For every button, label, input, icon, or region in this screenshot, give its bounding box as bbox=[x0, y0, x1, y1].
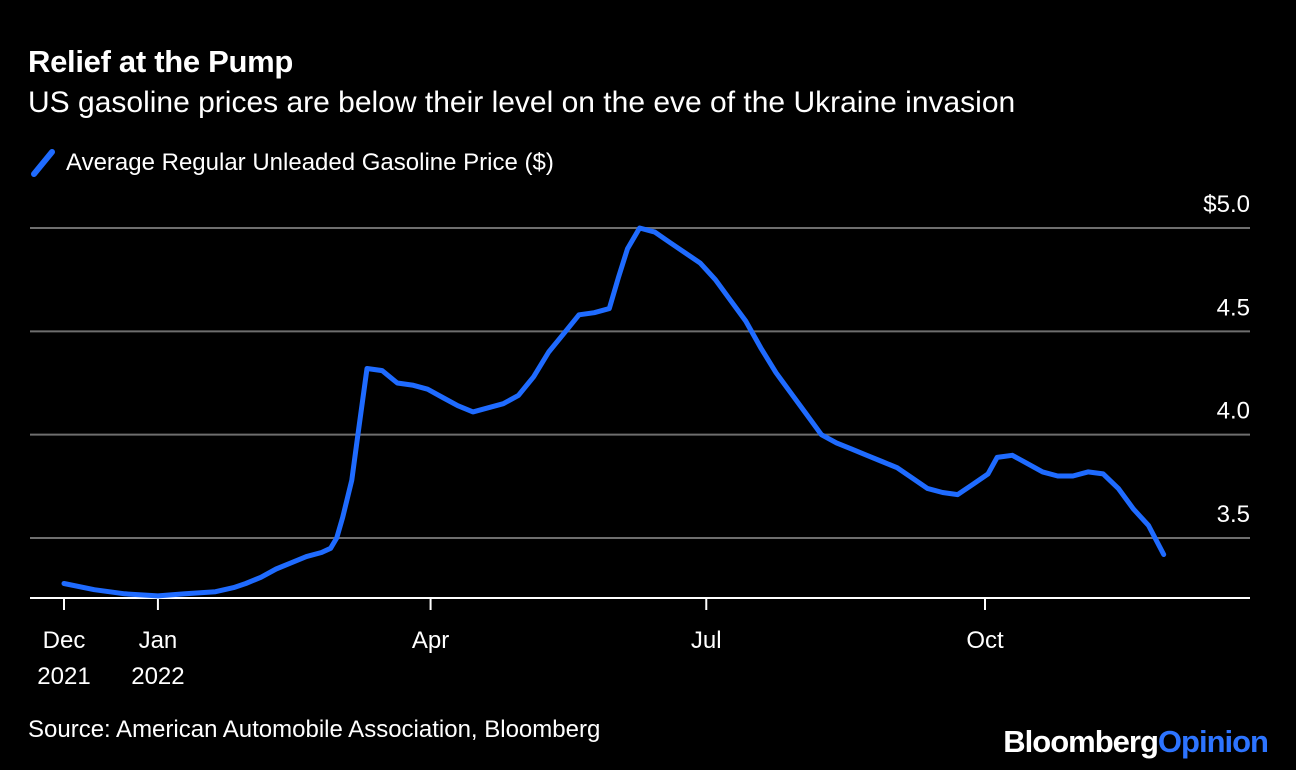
y-tick-label-3: 3.5 bbox=[1217, 501, 1250, 528]
y-tick-label-0: $5.0 bbox=[1203, 191, 1250, 218]
x-tick-label-3: Jul bbox=[691, 627, 722, 654]
x-tick-sublabel-0: 2021 bbox=[37, 663, 90, 690]
chart-title: Relief at the Pump bbox=[28, 44, 294, 79]
y-tick-label-2: 4.0 bbox=[1217, 398, 1250, 425]
legend: Average Regular Unleaded Gasoline Price … bbox=[30, 148, 554, 178]
x-tick-label-2: Apr bbox=[412, 627, 449, 654]
brand-part-2: Opinion bbox=[1157, 724, 1269, 759]
legend-label: Average Regular Unleaded Gasoline Price … bbox=[66, 149, 554, 176]
x-tick-label-0: Dec bbox=[43, 627, 86, 654]
source-note: Source: American Automobile Association,… bbox=[28, 716, 601, 743]
bloomberg-opinion-logo: BloombergOpinion bbox=[1003, 724, 1269, 760]
brand-part-1: Bloomberg bbox=[1003, 724, 1159, 759]
x-tick-sublabel-1: 2022 bbox=[131, 663, 184, 690]
y-tick-label-1: 4.5 bbox=[1217, 294, 1250, 321]
series-line-0 bbox=[61, 225, 1167, 599]
x-tick-label-1: Jan bbox=[139, 627, 178, 654]
x-tick-label-4: Oct bbox=[966, 627, 1004, 654]
legend-line-icon bbox=[31, 149, 55, 177]
chart-subtitle: US gasoline prices are below their level… bbox=[28, 86, 1016, 119]
